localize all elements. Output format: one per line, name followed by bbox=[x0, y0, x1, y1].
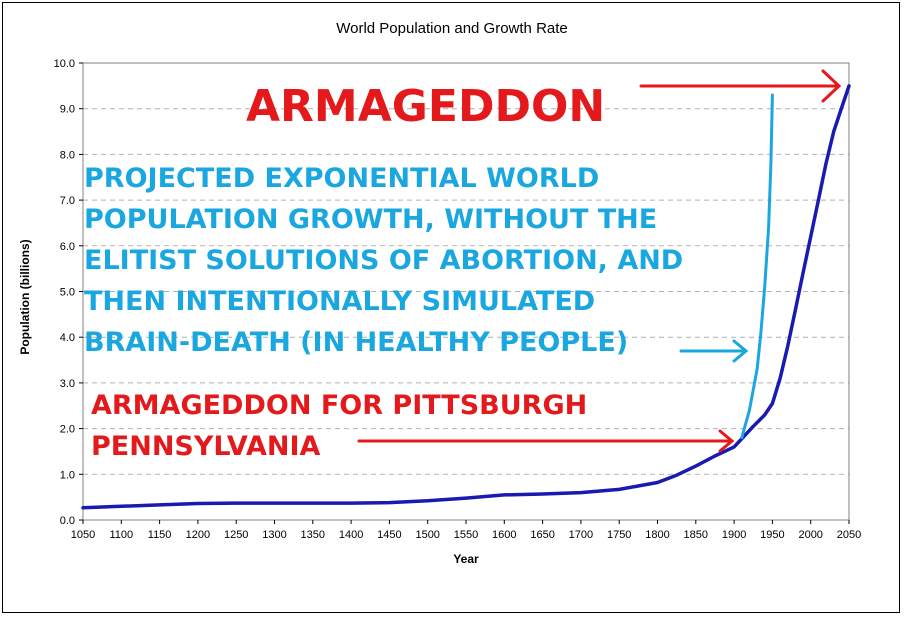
x-tick-label-12: 1650 bbox=[530, 529, 554, 541]
x-tick-label-5: 1300 bbox=[262, 529, 286, 541]
x-tick-label-20: 2050 bbox=[837, 529, 861, 541]
series-line-0 bbox=[81, 84, 851, 510]
y-tick-label-8: 8.0 bbox=[60, 149, 75, 161]
annotation-projection-line-1: PROJECTED EXPONENTIAL WORLD bbox=[84, 163, 599, 194]
y-tick-label-5: 5.0 bbox=[60, 287, 75, 299]
series-lines bbox=[81, 84, 851, 510]
y-tick-label-6: 6.0 bbox=[60, 241, 75, 253]
x-tick-label-14: 1750 bbox=[607, 529, 631, 541]
x-tick-label-9: 1500 bbox=[415, 529, 439, 541]
arrow-armageddon bbox=[639, 69, 842, 103]
x-tick-label-2: 1150 bbox=[148, 529, 172, 541]
y-tick-label-2: 2.0 bbox=[60, 424, 75, 436]
annotation-projection-line-2: POPULATION GROWTH, WITHOUT THE bbox=[84, 204, 657, 235]
x-tick-labels: 1050 1100 1150 1200 1250 1300 1350 1400 1450 1500… bbox=[71, 520, 861, 541]
y-axis-title: Population (billions) bbox=[18, 239, 32, 354]
series-line-1 bbox=[740, 93, 774, 440]
x-tick-label-15: 1800 bbox=[645, 529, 669, 541]
x-tick-label-4: 1250 bbox=[224, 529, 248, 541]
y-tick-label-7: 7.0 bbox=[60, 195, 75, 207]
y-tick-label-9: 9.0 bbox=[60, 104, 75, 116]
annotation-projection-line-4: THEN INTENTIONALLY SIMULATED bbox=[84, 286, 595, 317]
annotation-projection-line-3: ELITIST SOLUTIONS OF ABORTION, AND bbox=[84, 245, 683, 276]
x-tick-label-6: 1350 bbox=[301, 529, 325, 541]
annotation-armageddon: ARMAGEDDON bbox=[246, 81, 605, 132]
y-tick-labels: 0.0 1.0 2.0 3.0 4.0 5.0 6.0 7.0 8.0 9.0 10.0 bbox=[54, 58, 83, 527]
x-tick-label-11: 1600 bbox=[492, 529, 516, 541]
x-tick-label-10: 1550 bbox=[454, 529, 478, 541]
x-tick-label-18: 1950 bbox=[760, 529, 784, 541]
y-tick-label-10: 10.0 bbox=[54, 58, 75, 70]
annotation-pittsburgh-line-1: ARMAGEDDON FOR PITTSBURGH bbox=[91, 390, 587, 421]
x-tick-label-3: 1200 bbox=[186, 529, 210, 541]
y-tick-label-4: 4.0 bbox=[60, 332, 75, 344]
grid-lines bbox=[83, 108, 849, 475]
y-tick-label-0: 0.0 bbox=[60, 515, 75, 527]
y-tick-label-1: 1.0 bbox=[60, 469, 75, 481]
x-tick-label-17: 1900 bbox=[722, 529, 746, 541]
annotation-projection-line-5: BRAIN-DEATH (IN HEALTHY PEOPLE) bbox=[84, 327, 628, 358]
arrow-pittsburgh bbox=[357, 429, 735, 453]
population-chart: 0.01.02.03.04.05.06.07.08.09.010.0 1050 1… bbox=[18, 20, 861, 566]
chart-title: World Population and Growth Rate bbox=[336, 20, 568, 37]
x-tick-label-13: 1700 bbox=[569, 529, 593, 541]
annotation-pittsburgh-line-2: PENNSYLVANIA bbox=[91, 431, 321, 462]
x-tick-label-7: 1400 bbox=[339, 529, 363, 541]
x-tick-label-16: 1850 bbox=[684, 529, 708, 541]
y-tick-label-3: 3.0 bbox=[60, 378, 75, 390]
x-tick-label-19: 2000 bbox=[798, 529, 822, 541]
x-tick-label-1: 1100 bbox=[109, 529, 133, 541]
x-tick-label-8: 1450 bbox=[377, 529, 401, 541]
x-axis-title: Year bbox=[453, 552, 479, 566]
x-tick-label-0: 1050 bbox=[71, 529, 95, 541]
arrow-projection bbox=[679, 339, 749, 363]
